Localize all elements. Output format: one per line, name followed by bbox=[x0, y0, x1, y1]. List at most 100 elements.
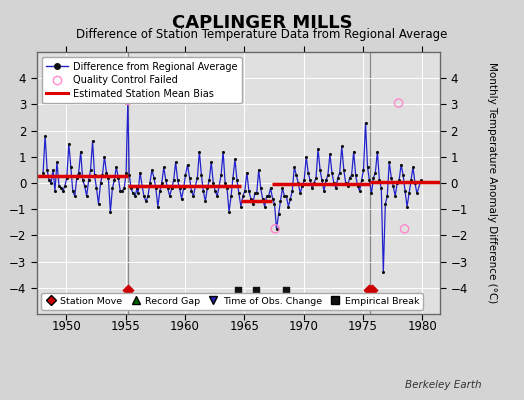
Point bbox=[266, 185, 275, 192]
Point bbox=[193, 174, 202, 181]
Point bbox=[253, 190, 261, 197]
Point bbox=[250, 190, 259, 197]
Point bbox=[148, 167, 156, 173]
Point bbox=[292, 172, 301, 178]
Point bbox=[252, 287, 260, 294]
Legend: Station Move, Record Gap, Time of Obs. Change, Empirical Break: Station Move, Record Gap, Time of Obs. C… bbox=[41, 293, 423, 310]
Point bbox=[69, 188, 77, 194]
Point bbox=[350, 148, 358, 155]
Point bbox=[413, 190, 421, 197]
Point bbox=[367, 190, 376, 197]
Point bbox=[275, 211, 283, 218]
Point bbox=[417, 177, 425, 184]
Point bbox=[151, 185, 160, 192]
Point bbox=[189, 193, 198, 199]
Point bbox=[108, 185, 116, 192]
Point bbox=[352, 172, 360, 178]
Point bbox=[91, 172, 99, 178]
Point bbox=[134, 190, 142, 197]
Point bbox=[163, 185, 172, 192]
Point bbox=[310, 180, 318, 186]
Point bbox=[181, 172, 190, 178]
Point bbox=[110, 177, 118, 184]
Point bbox=[377, 185, 386, 192]
Point bbox=[282, 193, 290, 199]
Point bbox=[144, 193, 152, 199]
Point bbox=[84, 177, 93, 184]
Point bbox=[330, 180, 338, 186]
Point bbox=[156, 188, 164, 194]
Point bbox=[371, 169, 379, 176]
Point bbox=[316, 167, 324, 173]
Point bbox=[45, 177, 53, 184]
Point bbox=[271, 226, 279, 232]
Point bbox=[158, 180, 166, 186]
Point bbox=[41, 133, 49, 139]
Point bbox=[332, 185, 340, 192]
Point bbox=[391, 193, 399, 199]
Point bbox=[234, 287, 243, 294]
Point bbox=[268, 196, 277, 202]
Point bbox=[223, 185, 231, 192]
Point bbox=[308, 185, 316, 192]
Point bbox=[74, 169, 83, 176]
Point bbox=[245, 188, 253, 194]
Point bbox=[272, 226, 281, 232]
Point bbox=[405, 190, 413, 197]
Point bbox=[178, 196, 186, 202]
Point bbox=[399, 172, 407, 178]
Point bbox=[43, 167, 51, 173]
Point bbox=[71, 193, 79, 199]
Point bbox=[260, 203, 269, 210]
Point bbox=[312, 174, 320, 181]
Point bbox=[213, 193, 221, 199]
Point bbox=[102, 169, 111, 176]
Point bbox=[324, 172, 332, 178]
Text: Difference of Station Temperature Data from Regional Average: Difference of Station Temperature Data f… bbox=[77, 28, 447, 41]
Point bbox=[116, 188, 124, 194]
Point bbox=[51, 188, 59, 194]
Point bbox=[39, 169, 47, 176]
Point bbox=[79, 177, 87, 184]
Point bbox=[340, 167, 348, 173]
Point bbox=[373, 148, 381, 155]
Point bbox=[357, 177, 366, 184]
Point bbox=[369, 174, 378, 181]
Point bbox=[53, 159, 61, 165]
Point bbox=[383, 193, 391, 199]
Point bbox=[160, 164, 168, 170]
Point bbox=[64, 140, 73, 147]
Point bbox=[229, 174, 237, 181]
Point bbox=[161, 177, 170, 184]
Point bbox=[288, 188, 297, 194]
Point bbox=[353, 182, 362, 189]
Point bbox=[403, 203, 411, 210]
Point bbox=[237, 203, 245, 210]
Point bbox=[337, 143, 346, 150]
Point bbox=[265, 193, 273, 199]
Point bbox=[94, 201, 103, 207]
Point bbox=[169, 177, 178, 184]
Point bbox=[255, 167, 263, 173]
Point bbox=[225, 209, 233, 215]
Point bbox=[142, 198, 150, 204]
Point bbox=[363, 164, 372, 170]
Y-axis label: Monthly Temperature Anomaly Difference (°C): Monthly Temperature Anomaly Difference (… bbox=[487, 62, 497, 304]
Point bbox=[393, 180, 401, 186]
Point bbox=[359, 167, 368, 173]
Point bbox=[129, 190, 137, 197]
Point bbox=[241, 188, 249, 194]
Point bbox=[82, 193, 91, 199]
Point bbox=[77, 148, 85, 155]
Point bbox=[235, 190, 243, 197]
Point bbox=[171, 159, 180, 165]
Point bbox=[138, 182, 146, 189]
Point bbox=[49, 167, 57, 173]
Point bbox=[150, 174, 158, 181]
Point bbox=[300, 177, 308, 184]
Point bbox=[201, 198, 210, 204]
Point bbox=[207, 159, 215, 165]
Point bbox=[286, 196, 294, 202]
Point bbox=[344, 182, 352, 189]
Point bbox=[199, 188, 208, 194]
